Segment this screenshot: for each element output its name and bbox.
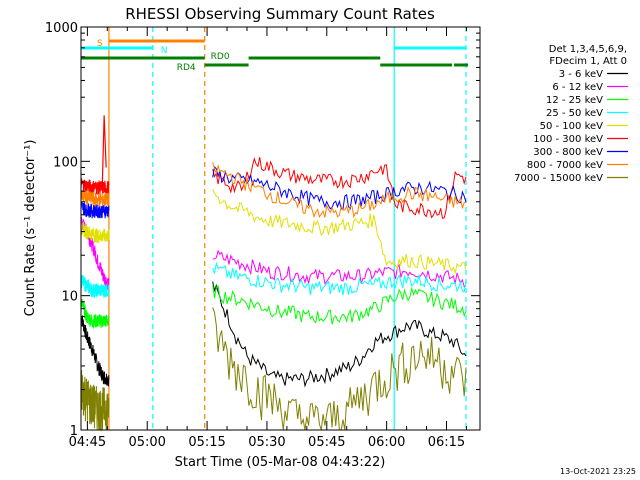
x-tick-label: 06:15: [428, 435, 465, 450]
x-tick-label: 05:00: [128, 435, 165, 450]
x-tick-label: 04:45: [69, 435, 106, 450]
flag-label-rd4: RD4: [177, 63, 196, 73]
legend-entry-label: 50 - 100 keV: [540, 121, 604, 132]
chart-title: RHESSI Observing Summary Count Rates: [125, 5, 435, 23]
legend-entry-label: 100 - 300 keV: [533, 134, 603, 145]
flag-label-n: N: [161, 46, 168, 56]
y-axis-label: Count Rate (s⁻¹ detector⁻¹): [23, 140, 38, 317]
x-axis-label: Start Time (05-Mar-08 04:43:22): [175, 455, 386, 470]
y-tick-label: 10: [61, 290, 78, 305]
legend-header-line: FDecim 1, Att 0: [549, 56, 627, 67]
series-50-100kev-pre-gap: [80, 221, 110, 244]
y-tick-label: 1: [70, 424, 78, 439]
axes: 1 10 100 1000 04:45 05:00 05:15 05:30 05:45 06:00…: [45, 21, 481, 450]
legend-entry-label: 300 - 800 keV: [533, 147, 603, 158]
legend-entry-label: 7000 - 15000 keV: [514, 173, 603, 184]
series-25-50kev-post-gap: [212, 261, 467, 296]
series-800-7000kev-post-gap: [212, 162, 467, 219]
legend-entry-label: 12 - 25 keV: [546, 95, 603, 106]
legend-entry-label: 3 - 6 keV: [559, 69, 603, 80]
timestamp: 13-Oct-2021 23:25: [560, 467, 636, 476]
x-tick-label: 05:30: [248, 435, 285, 450]
series-12-25kev-post-gap: [212, 284, 467, 325]
x-tick-label: 06:00: [368, 435, 405, 450]
series-7000-15000kev-pre-gap: [80, 370, 110, 432]
series-3-6kev-pre-gap: [80, 315, 110, 387]
series-100-300kev-pre-gap: [80, 178, 110, 196]
series-25-50kev-pre-gap: [80, 274, 110, 298]
series-300-800kev-pre-gap: [80, 201, 110, 219]
legend-entry-label: 6 - 12 keV: [552, 82, 603, 93]
series-3-6kev-post-gap: [212, 281, 467, 388]
legend-entry-label: 800 - 7000 keV: [527, 160, 603, 171]
y-tick-label: 1000: [45, 21, 78, 36]
plot-area: S N RD0 RD4: [80, 27, 469, 432]
series-6-12kev-post-gap: [212, 249, 467, 288]
flag-label-s: S: [97, 39, 103, 49]
series-50-100kev-post-gap: [212, 188, 467, 274]
legend-header-line: Det 1,3,4,5,6,9,: [549, 44, 627, 55]
flag-label-rd0: RD0: [211, 52, 230, 62]
legend-entry-label: 25 - 50 keV: [546, 108, 603, 119]
plot-frame: [80, 26, 481, 431]
series-100-300kev-post-gap: [212, 156, 467, 219]
x-tick-label: 05:15: [188, 435, 225, 450]
legend: Det 1,3,4,5,6,9,FDecim 1, Att 0 3 - 6 keV…: [514, 44, 628, 184]
flare-spike: [101, 115, 107, 192]
y-tick-label: 100: [53, 155, 78, 170]
x-tick-label: 05:45: [308, 435, 345, 450]
series-800-7000kev-pre-gap: [80, 190, 110, 207]
series-12-25kev-pre-gap: [80, 298, 110, 329]
